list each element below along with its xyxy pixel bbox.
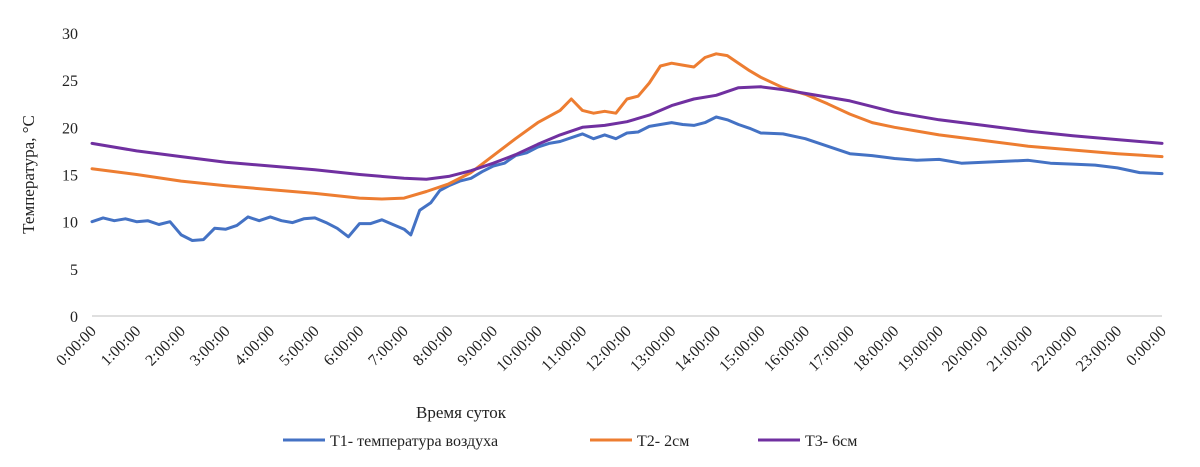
x-tick-label: 19:00:00 <box>895 323 947 375</box>
y-tick-label: 0 <box>70 309 78 326</box>
x-tick-label: 16:00:00 <box>761 323 813 375</box>
x-tick-label: 10:00:00 <box>493 323 545 375</box>
x-tick-label: 5:00:00 <box>276 323 323 370</box>
x-tick-label: 7:00:00 <box>365 323 412 370</box>
x-tick-label: 4:00:00 <box>232 323 279 370</box>
x-tick-label: 0:00:00 <box>53 323 100 370</box>
series-line-1 <box>90 115 1164 242</box>
y-axis-ticks: 0 5 10 15 20 25 30 <box>62 26 78 326</box>
legend-label-2: Т2- 2см <box>637 433 689 450</box>
x-tick-label: 20:00:00 <box>939 323 991 375</box>
legend-label-1: Т1- температура воздуха <box>330 433 498 450</box>
legend-label-3: Т3- 6см <box>805 433 857 450</box>
y-tick-label: 10 <box>62 215 78 232</box>
y-axis-title: Температура, °С <box>19 115 38 234</box>
x-tick-label: 3:00:00 <box>187 323 234 370</box>
x-axis-title: Время суток <box>416 403 507 422</box>
x-tick-label: 21:00:00 <box>984 323 1036 375</box>
x-tick-label: 8:00:00 <box>410 323 457 370</box>
y-tick-label: 30 <box>62 26 78 43</box>
y-tick-label: 15 <box>62 168 78 185</box>
legend: Т1- температура воздуха Т2- 2см Т3- 6см <box>283 433 857 450</box>
y-tick-label: 25 <box>62 73 78 90</box>
x-tick-label: 23:00:00 <box>1073 323 1125 375</box>
x-tick-label: 0:00:00 <box>1123 323 1170 370</box>
x-tick-label: 14:00:00 <box>672 323 724 375</box>
series-line-3 <box>90 85 1164 181</box>
x-tick-label: 6:00:00 <box>321 323 368 370</box>
y-tick-label: 5 <box>70 262 78 279</box>
x-tick-label: 22:00:00 <box>1028 323 1080 375</box>
x-tick-label: 2:00:00 <box>142 323 189 370</box>
x-tick-label: 13:00:00 <box>627 323 679 375</box>
x-tick-label: 15:00:00 <box>716 323 768 375</box>
x-tick-label: 18:00:00 <box>850 323 902 375</box>
series-line-2 <box>90 52 1164 201</box>
y-tick-label: 20 <box>62 120 78 137</box>
x-axis: 0:00:001:00:002:00:003:00:004:00:005:00:… <box>53 315 1170 375</box>
x-tick-label: 1:00:00 <box>98 323 145 370</box>
series-layer <box>90 52 1164 242</box>
x-tick-label: 11:00:00 <box>538 323 590 375</box>
x-tick-label: 17:00:00 <box>805 323 857 375</box>
x-tick-label: 12:00:00 <box>583 323 635 375</box>
